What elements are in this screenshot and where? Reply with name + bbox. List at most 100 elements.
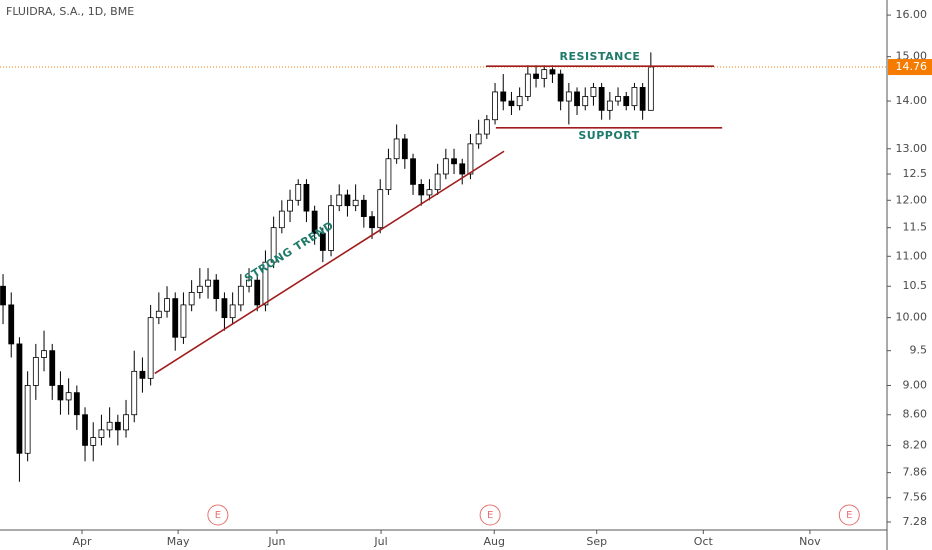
candle-body	[114, 421, 121, 431]
y-tick-label: 8.20	[903, 438, 928, 451]
candle-body	[434, 173, 441, 191]
candle-body	[631, 87, 638, 107]
candle-body	[483, 119, 490, 135]
event-marker	[838, 504, 860, 526]
y-tick-label: 13.00	[896, 142, 928, 155]
annotation-line	[154, 150, 505, 375]
candle-body	[131, 370, 138, 416]
candle-body	[82, 414, 88, 446]
candle-body	[24, 385, 31, 454]
y-tick-label: 11.00	[896, 249, 928, 262]
candle-body	[516, 96, 523, 107]
candle-body	[369, 216, 375, 229]
candle-body	[451, 158, 457, 165]
candle-body	[57, 385, 64, 401]
candle-body	[254, 279, 261, 306]
candle-body	[615, 96, 621, 102]
chart-title: FLUIDRA, S.A., 1D, BME	[6, 5, 134, 18]
candle-body	[8, 304, 15, 345]
candle-body	[270, 227, 277, 263]
candle-body	[65, 392, 72, 401]
candle-body	[590, 87, 597, 97]
event-label: E	[846, 510, 852, 521]
candle-body	[426, 189, 433, 196]
event-marker	[479, 504, 501, 526]
y-tick-label: 10.00	[896, 311, 928, 324]
candle-body	[180, 304, 187, 338]
candle-body	[459, 163, 466, 175]
candle-body	[237, 285, 244, 306]
candle-body	[164, 298, 170, 312]
candle-body	[647, 66, 654, 111]
candle-body	[533, 73, 539, 79]
candle-body	[639, 87, 646, 111]
candle-body	[32, 357, 39, 386]
candle-body	[393, 138, 400, 160]
candle-body	[582, 96, 589, 107]
candle-body	[360, 199, 367, 217]
y-tick-label: 7.86	[903, 466, 928, 479]
x-tick-label: May	[167, 535, 190, 548]
candle-body	[49, 350, 56, 386]
candle-body	[410, 158, 416, 185]
candle-body	[606, 100, 613, 111]
candle-body	[598, 87, 605, 111]
candle-body	[303, 183, 310, 212]
x-tick-label: Apr	[72, 535, 92, 548]
candle-body	[16, 343, 23, 454]
candle-body	[319, 232, 326, 251]
x-tick-label: Oct	[694, 535, 714, 548]
candle-body	[623, 96, 630, 107]
candle-body	[73, 392, 80, 416]
candle-body	[123, 414, 129, 431]
x-tick-label: Sep	[586, 535, 607, 548]
candle-body	[147, 317, 154, 379]
y-tick-label: 7.28	[903, 515, 928, 528]
y-tick-label: 8.60	[903, 408, 928, 421]
candle-body	[492, 91, 498, 121]
candle-body	[377, 189, 384, 229]
y-tick-label: 9.00	[903, 378, 928, 391]
x-tick-label: Aug	[483, 535, 504, 548]
candle-body	[246, 279, 252, 287]
candle-body	[328, 205, 334, 251]
y-tick-label: 12.5	[903, 167, 928, 180]
candle-body	[401, 138, 408, 160]
candle-body	[311, 210, 318, 234]
event-marker	[207, 504, 229, 526]
annotation-label: SUPPORT	[578, 129, 639, 142]
candle-body	[549, 69, 556, 75]
candle-body	[287, 199, 293, 212]
event-label: E	[487, 510, 493, 521]
candle-body	[500, 91, 507, 102]
candle-body	[508, 100, 515, 107]
y-tick-label: 14.00	[896, 94, 928, 107]
candle-body	[262, 261, 269, 306]
candle-body	[418, 183, 425, 196]
candle-body	[213, 279, 220, 300]
candle-body	[295, 183, 302, 201]
y-tick-label: 12.00	[896, 193, 928, 206]
candle-body	[90, 437, 97, 446]
candle-body	[565, 91, 572, 102]
candle-body	[196, 285, 203, 293]
y-tick-label: 16.00	[896, 8, 928, 21]
candle-body	[352, 199, 359, 207]
annotation-label: RESISTANCE	[560, 50, 641, 63]
y-tick-label: 11.5	[903, 221, 928, 234]
candle-body	[172, 298, 179, 338]
candle-body	[442, 158, 449, 175]
candle-body	[336, 194, 343, 207]
candle-body	[385, 158, 392, 191]
candle-body	[205, 279, 211, 287]
x-tick-label: Nov	[799, 535, 821, 548]
candle-body	[41, 350, 47, 358]
last-price-box	[888, 59, 932, 76]
candle-body	[278, 210, 285, 229]
candle-body	[574, 91, 580, 107]
candle-body	[344, 194, 351, 207]
candle-body	[155, 310, 162, 319]
last-price-label: 14.76	[896, 60, 928, 73]
candle-body	[188, 292, 195, 306]
